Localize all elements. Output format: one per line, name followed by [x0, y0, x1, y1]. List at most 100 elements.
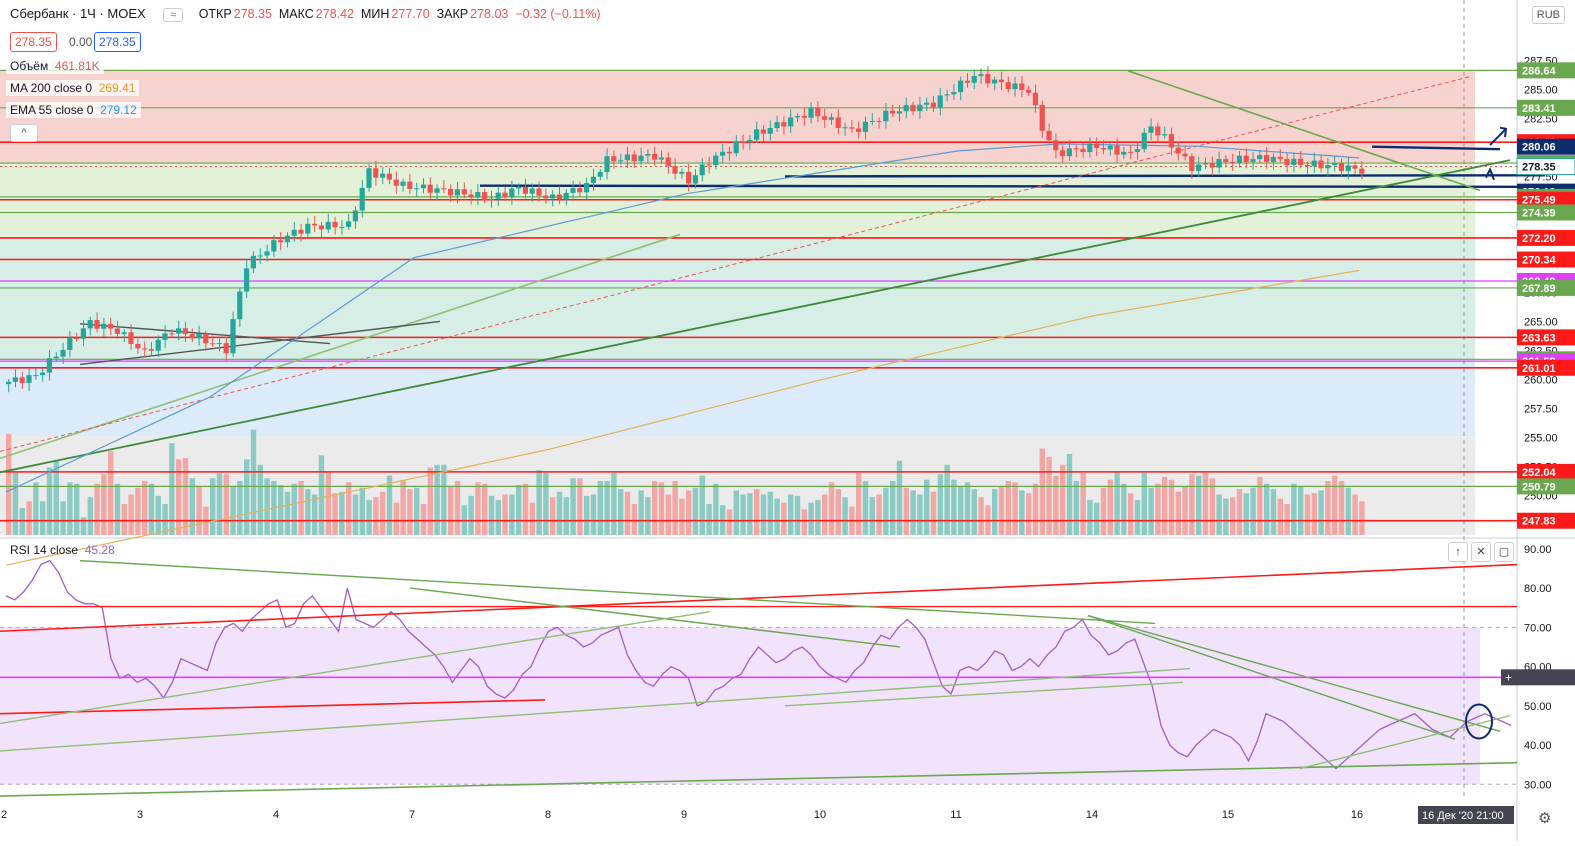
candle-body — [1325, 165, 1331, 169]
candle-body — [597, 172, 603, 177]
rsi-red-segment — [0, 699, 546, 715]
volume-bar — [169, 443, 175, 535]
candle-body — [937, 95, 943, 108]
price-level-tag-value: 270.34 — [1522, 255, 1557, 267]
candle-body — [1175, 147, 1181, 154]
volume-bar — [1311, 493, 1317, 535]
ema-legend[interactable]: EMA 55 close 0 279.12 — [6, 102, 141, 118]
volume-bar — [33, 482, 39, 535]
candle-body — [386, 173, 392, 180]
ema-line — [5, 143, 1360, 493]
candle-body — [1087, 143, 1093, 153]
price-level-tag-value: 283.41 — [1522, 103, 1556, 115]
volume-bar — [1202, 472, 1209, 535]
candle-body — [740, 141, 746, 143]
spread-value: 0.00 — [64, 32, 98, 52]
volume-bar — [332, 493, 338, 535]
candle-body — [94, 320, 100, 329]
volume-bar — [584, 495, 590, 535]
candle-body — [454, 189, 460, 196]
buy-price-box[interactable]: 278.35 — [94, 32, 141, 52]
candle-body — [1264, 155, 1270, 162]
volume-bar — [1148, 487, 1154, 535]
volume-bar — [210, 478, 216, 535]
price-level-tag-value: 250.79 — [1522, 481, 1556, 493]
candle-body — [1291, 158, 1297, 166]
price-level-tag — [1517, 191, 1575, 208]
pane-close-icon[interactable]: ✕ — [1471, 542, 1491, 562]
candle-body — [828, 117, 834, 120]
low-value: 277.70 — [391, 7, 430, 21]
candle-body — [944, 94, 950, 96]
candle-body — [1209, 162, 1215, 168]
candle-body — [896, 111, 902, 114]
candle-body — [760, 129, 766, 134]
candle-body — [448, 188, 454, 196]
candle-body — [1053, 140, 1059, 151]
ma-legend[interactable]: MA 200 close 0 269.41 — [6, 80, 140, 96]
price-level-tag-value: 261.01 — [1522, 363, 1556, 375]
rsi-tick-label: 40.00 — [1524, 740, 1552, 752]
x-tick-label: 9 — [681, 809, 687, 821]
crosshair-plus-glyph: + — [1505, 670, 1512, 684]
candle-body — [590, 176, 596, 184]
candle-body — [652, 153, 658, 160]
candle-body — [720, 151, 726, 156]
volume-bar — [162, 503, 168, 535]
volume-bar — [951, 479, 957, 535]
candle-body — [930, 102, 936, 108]
pane-maximize-icon[interactable]: ▢ — [1494, 542, 1514, 562]
pane-move-up-icon[interactable]: ↑ — [1448, 542, 1468, 562]
candle-body — [1155, 126, 1161, 136]
sell-price-box[interactable]: 278.35 — [10, 32, 57, 52]
candle-body — [1012, 83, 1018, 90]
volume-bar — [1250, 487, 1256, 535]
volume-bar — [1236, 489, 1243, 535]
volume-bar — [869, 497, 875, 535]
candle-body — [414, 188, 420, 190]
rsi-legend[interactable]: RSI 14 close 45.28 — [10, 543, 115, 557]
candle-body — [951, 92, 957, 95]
candle-body — [1148, 126, 1154, 133]
volume-layer — [6, 429, 1365, 535]
candle-body — [835, 117, 841, 128]
open-label: ОТКР — [198, 7, 232, 21]
currency-badge[interactable]: RUB — [1531, 6, 1565, 24]
price-level-tag-value: 247.83 — [1522, 516, 1556, 528]
volume-legend[interactable]: Объём 461.81K — [6, 58, 104, 74]
volume-bar — [182, 458, 189, 535]
candle-body — [318, 225, 324, 230]
candle-body — [135, 343, 141, 349]
candle-body — [101, 323, 107, 329]
price-level-tag — [1517, 279, 1575, 296]
candle-body — [788, 117, 794, 127]
volume-bar — [815, 499, 821, 535]
volume-bar — [1073, 481, 1079, 535]
candle-body — [359, 187, 365, 211]
symbol-title[interactable]: Сбербанк · 1Ч · MOEX — [10, 6, 146, 21]
support-arrow-icon — [1485, 167, 1495, 181]
compare-chip[interactable]: ≈ — [163, 8, 184, 22]
volume-bar — [414, 487, 420, 535]
candle-body — [570, 188, 576, 193]
candle-body — [393, 179, 399, 186]
volume-bar — [1298, 486, 1304, 535]
candle-body — [883, 110, 889, 122]
collapse-legend-button[interactable]: ^ — [10, 124, 38, 142]
candle-body — [998, 79, 1004, 83]
volume-bar — [386, 475, 393, 535]
candle-body — [992, 79, 998, 84]
candle-body — [264, 251, 270, 256]
rsi-descending-line — [1087, 614, 1501, 732]
candle-body — [1236, 155, 1242, 163]
candle-body — [6, 381, 12, 385]
volume-bar — [808, 502, 814, 535]
volume-bar — [1230, 497, 1236, 535]
candle-body — [618, 160, 624, 162]
volume-bar — [46, 467, 53, 535]
candle-body — [529, 188, 535, 194]
ema-value: 279.12 — [100, 103, 137, 117]
candle-body — [339, 226, 345, 228]
